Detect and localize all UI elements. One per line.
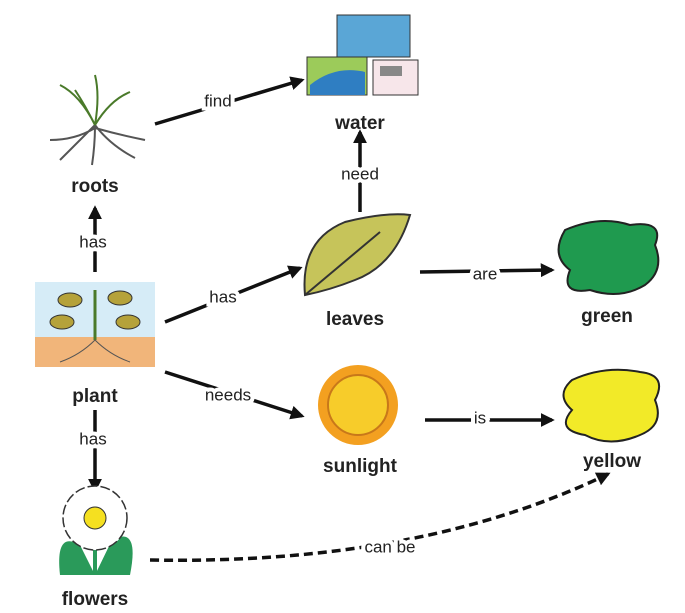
edge-label: has xyxy=(79,232,106,251)
edge-label: has xyxy=(79,429,106,448)
edge-label: are xyxy=(473,264,498,283)
edge-label: needs xyxy=(205,385,251,404)
edge-label: can be xyxy=(364,537,415,556)
node-label: yellow xyxy=(583,451,641,472)
node-label: sunlight xyxy=(323,456,398,477)
flowers-icon xyxy=(59,486,132,575)
node-label: green xyxy=(581,306,633,327)
node-label: water xyxy=(334,113,385,134)
node-label: leaves xyxy=(326,309,384,330)
water-icon xyxy=(307,15,418,95)
node-label: roots xyxy=(71,176,119,197)
plant-icon xyxy=(35,282,155,367)
sunlight-icon xyxy=(318,365,398,445)
leaves-icon xyxy=(305,214,411,295)
edge-label: need xyxy=(341,164,379,183)
edge-label: has xyxy=(209,287,236,306)
concept-map: roots water plant leaves green sunlight … xyxy=(0,0,685,613)
edge-label: is xyxy=(474,408,486,427)
node-label: plant xyxy=(72,386,118,407)
yellow-icon xyxy=(564,370,660,442)
green-icon xyxy=(559,221,659,294)
edge-label: find xyxy=(204,91,231,110)
roots-icon xyxy=(50,75,145,165)
node-label: flowers xyxy=(62,589,129,610)
